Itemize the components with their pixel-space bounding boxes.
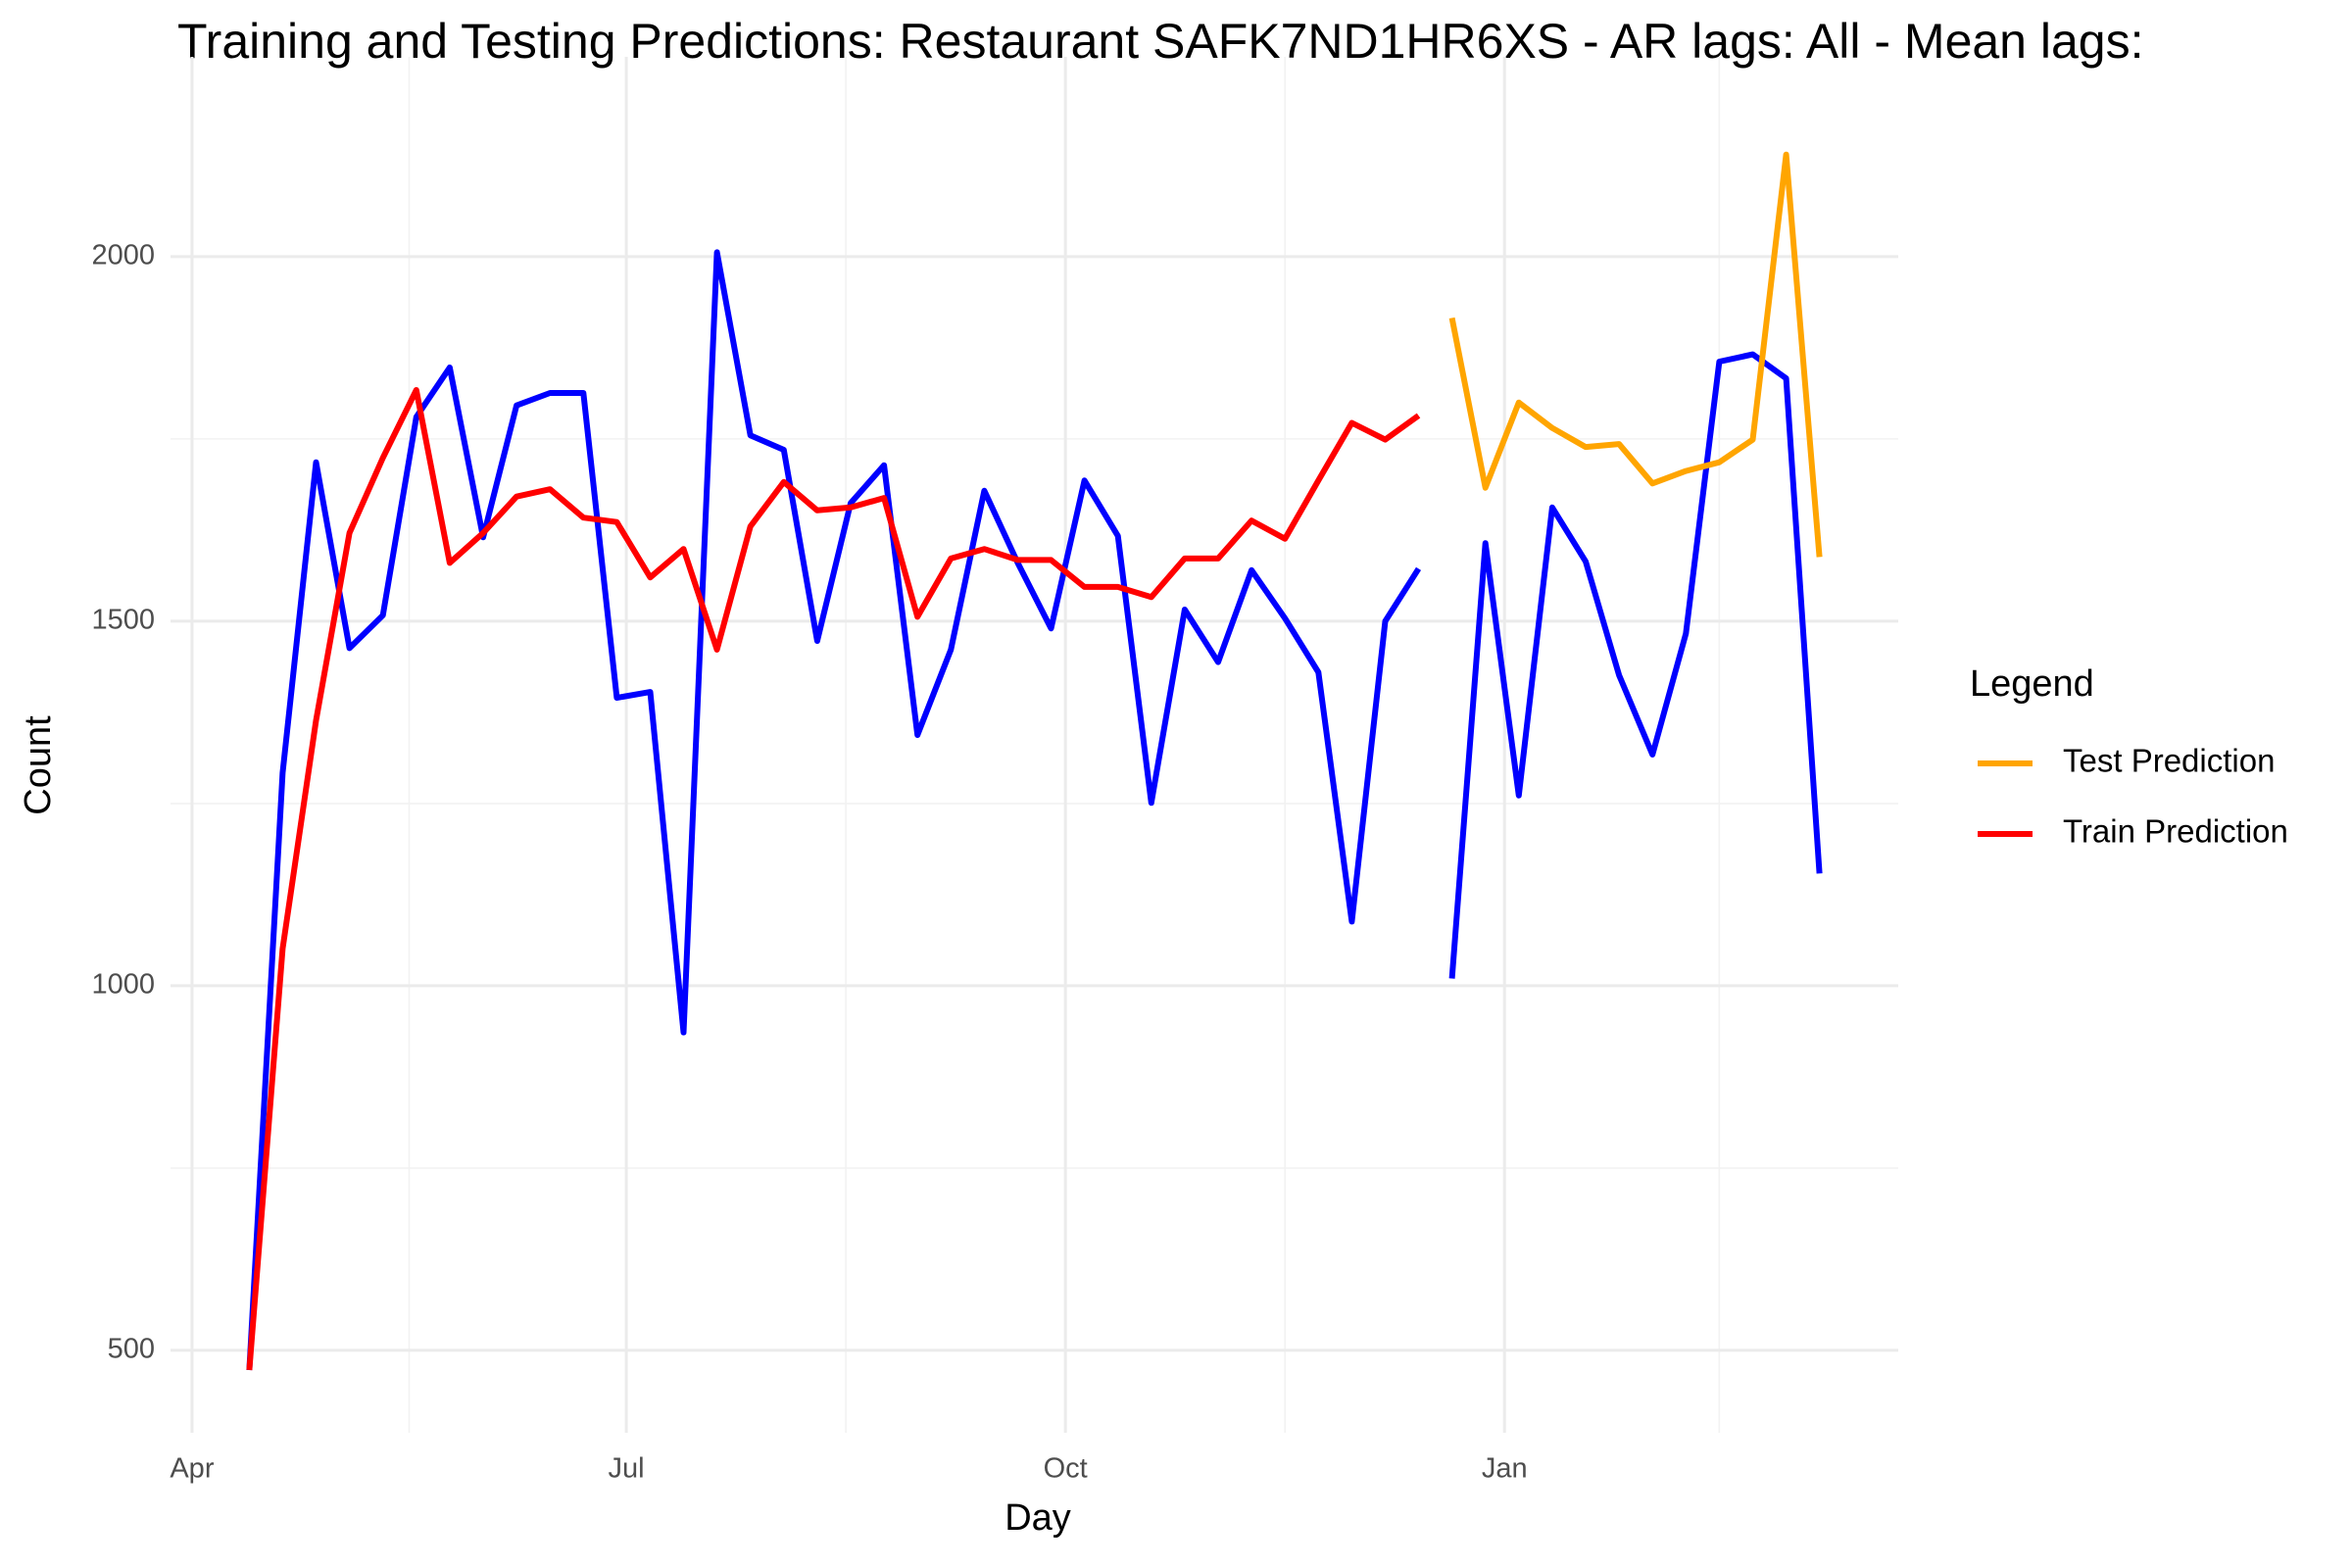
y-tick-label: 1500 — [91, 605, 155, 636]
series-line — [246, 249, 1422, 1371]
series-line — [1448, 151, 1823, 558]
x-tick-label: Apr — [170, 1453, 214, 1485]
legend-label: Train Prediction — [2063, 813, 2288, 850]
y-tick-label: 1000 — [91, 969, 155, 1001]
series-line — [246, 387, 1421, 1371]
chart-title: Training and Testing Predictions: Restau… — [177, 14, 2144, 69]
x-tick-label: Jan — [1482, 1453, 1528, 1485]
legend-title: Legend — [1970, 663, 2094, 705]
x-tick-label: Jul — [609, 1453, 645, 1485]
y-tick-label: 500 — [108, 1334, 155, 1365]
x-tick-label: Oct — [1044, 1453, 1088, 1485]
legend-label: Test Prediction — [2063, 743, 2275, 779]
y-axis-label: Count — [18, 715, 59, 815]
x-axis-label: Day — [1004, 1497, 1071, 1539]
series-line — [1448, 351, 1823, 979]
y-tick-label: 2000 — [91, 240, 155, 271]
